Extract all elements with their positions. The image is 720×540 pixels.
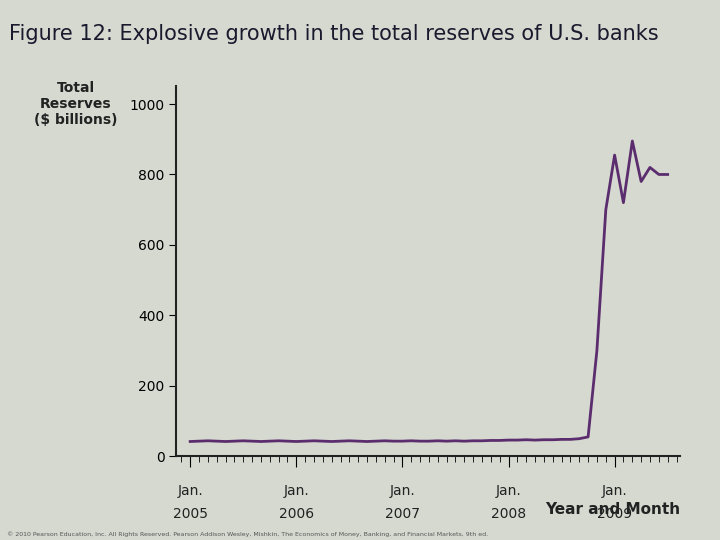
Text: Jan.: Jan. — [602, 484, 628, 498]
Text: Jan.: Jan. — [495, 484, 521, 498]
Text: 2005: 2005 — [173, 508, 207, 522]
Text: 2008: 2008 — [491, 508, 526, 522]
Text: 2006: 2006 — [279, 508, 314, 522]
Text: © 2010 Pearson Education, Inc. All Rights Reserved. Pearson Addison Wesley, Mish: © 2010 Pearson Education, Inc. All Right… — [7, 532, 488, 537]
Text: Year and Month: Year and Month — [545, 502, 680, 517]
Text: Jan.: Jan. — [284, 484, 309, 498]
Text: Jan.: Jan. — [390, 484, 415, 498]
Text: 2007: 2007 — [385, 508, 420, 522]
Text: 2009: 2009 — [597, 508, 632, 522]
Text: Figure 12: Explosive growth in the total reserves of U.S. banks: Figure 12: Explosive growth in the total… — [9, 24, 658, 44]
Text: Jan.: Jan. — [177, 484, 203, 498]
Text: Total
Reserves
($ billions): Total Reserves ($ billions) — [34, 81, 117, 127]
